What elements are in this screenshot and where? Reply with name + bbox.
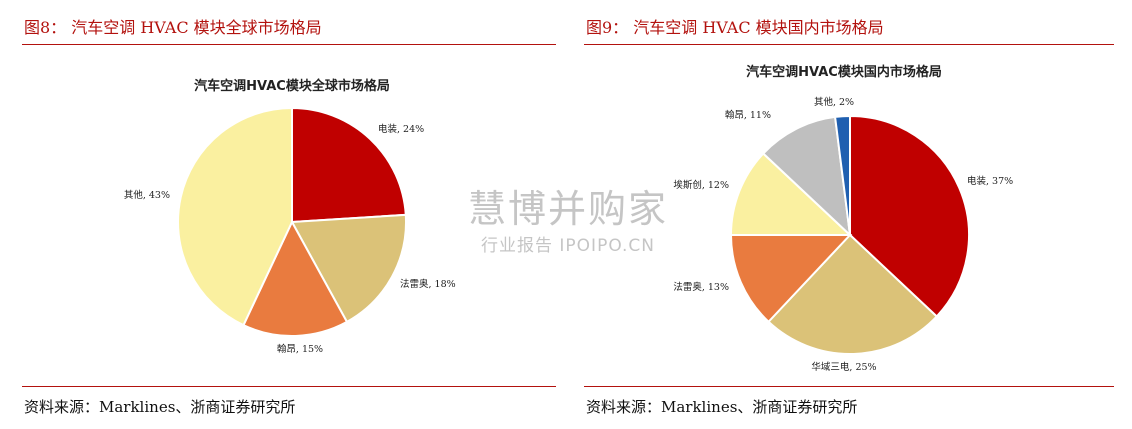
slice-label: 华域三电, 25% xyxy=(811,361,876,373)
bottom-rule xyxy=(584,386,1114,387)
slice-label: 其他, 2% xyxy=(814,96,854,108)
top-rule xyxy=(22,44,556,45)
figure-8-panel: 图8： 汽车空调 HVAC 模块全球市场格局 汽车空调HVAC模块全球市场格局电… xyxy=(22,0,556,429)
pie-slice-2 xyxy=(290,213,407,324)
figure-title: 图8： 汽车空调 HVAC 模块全球市场格局 xyxy=(24,18,322,37)
slice-label: 电装, 24% xyxy=(378,123,424,135)
slice-label: 翰昂, 15% xyxy=(277,343,323,355)
figure-9-panel: 图9： 汽车空调 HVAC 模块国内市场格局 汽车空调HVAC模块国内市场格局电… xyxy=(584,0,1114,429)
chart-title: 汽车空调HVAC模块全球市场格局 xyxy=(194,78,390,94)
slice-label: 法雷奥, 13% xyxy=(673,281,729,293)
slice-label: 电装, 37% xyxy=(967,175,1013,187)
source-note: 资料来源：Marklines、浙商证券研究所 xyxy=(586,398,858,416)
chart-title: 汽车空调HVAC模块国内市场格局 xyxy=(746,64,942,80)
slice-label: 翰昂, 11% xyxy=(725,109,771,121)
pie-slice-3 xyxy=(729,234,853,324)
pie-slice-4 xyxy=(177,106,293,327)
pie-slice-4 xyxy=(729,152,853,236)
pie-slice-3 xyxy=(242,219,349,337)
pie-slice-1 xyxy=(291,106,407,224)
pie-slice-2 xyxy=(767,233,939,355)
bottom-rule xyxy=(22,386,556,387)
pie-slice-1 xyxy=(849,114,971,318)
top-rule xyxy=(584,44,1114,45)
source-note: 资料来源：Marklines、浙商证券研究所 xyxy=(24,398,296,416)
slice-label: 埃斯创, 12% xyxy=(673,179,729,191)
slice-label: 其他, 43% xyxy=(124,189,170,201)
slice-label: 法雷奥, 18% xyxy=(400,278,456,290)
pie-slice-6 xyxy=(833,114,851,236)
figure-title: 图9： 汽车空调 HVAC 模块国内市场格局 xyxy=(586,18,884,37)
pie-slice-5 xyxy=(761,115,852,238)
